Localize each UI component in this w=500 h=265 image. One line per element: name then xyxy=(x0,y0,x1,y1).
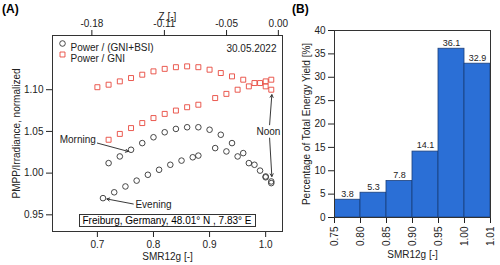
svg-text:35: 35 xyxy=(314,48,326,59)
svg-text:30.05.2022: 30.05.2022 xyxy=(226,43,276,54)
svg-text:15: 15 xyxy=(314,142,326,153)
svg-text:5.3: 5.3 xyxy=(367,182,380,192)
svg-text:0: 0 xyxy=(320,212,326,223)
html-text:(A): (A) xyxy=(2,2,19,16)
svg-text:Percentage of Total Energy Yie: Percentage of Total Energy Yield [%] xyxy=(301,43,312,205)
svg-text:0.75: 0.75 xyxy=(329,226,340,246)
svg-text:0.00: 0.00 xyxy=(269,18,289,29)
svg-text:Z [-]: Z [-] xyxy=(159,11,177,22)
svg-text:SMR12g [-]: SMR12g [-] xyxy=(387,249,438,260)
svg-text:0.90: 0.90 xyxy=(407,226,418,246)
svg-text:0.8: 0.8 xyxy=(147,239,161,250)
svg-text:40: 40 xyxy=(314,25,326,36)
svg-text:1.0: 1.0 xyxy=(259,239,273,250)
svg-text:5: 5 xyxy=(320,188,326,199)
svg-text:1.10: 1.10 xyxy=(24,84,44,95)
svg-text:1.00: 1.00 xyxy=(459,226,470,246)
svg-text:32.9: 32.9 xyxy=(469,53,487,63)
svg-text:7.8: 7.8 xyxy=(393,170,406,180)
svg-text:0.80: 0.80 xyxy=(355,226,366,246)
svg-text:-0.11: -0.11 xyxy=(153,17,176,29)
svg-text:0.95: 0.95 xyxy=(24,209,44,220)
svg-text:Morning: Morning xyxy=(60,134,96,145)
svg-text:-0.18: -0.18 xyxy=(80,18,103,29)
svg-text:1.00: 1.00 xyxy=(24,167,44,178)
svg-text:30: 30 xyxy=(314,71,326,82)
svg-text:1.01: 1.01 xyxy=(485,226,496,246)
svg-text:0.85: 0.85 xyxy=(381,226,392,246)
svg-text:25: 25 xyxy=(314,95,326,106)
svg-text:14.1: 14.1 xyxy=(417,140,435,150)
svg-text:3.8: 3.8 xyxy=(341,189,354,199)
svg-text:SMR12g [-]: SMR12g [-] xyxy=(142,251,193,262)
svg-text:-0.05: -0.05 xyxy=(215,18,238,29)
svg-text:0.9: 0.9 xyxy=(203,239,217,250)
svg-text:Power / GNI: Power / GNI xyxy=(71,53,125,64)
svg-text:1.05: 1.05 xyxy=(24,126,44,137)
html-text:(B): (B) xyxy=(292,2,309,16)
svg-text:20: 20 xyxy=(314,118,326,129)
svg-text:Noon: Noon xyxy=(257,126,281,137)
html-text:Freiburg, Germany, 48.01° N ,: Freiburg, Germany, 48.01° N , 7.83° E xyxy=(82,215,252,226)
svg-text:PMPP/Irradiance, normalized: PMPP/Irradiance, normalized xyxy=(11,68,22,198)
svg-text:Evening: Evening xyxy=(135,199,171,210)
svg-text:36.1: 36.1 xyxy=(443,38,461,48)
svg-text:0.95: 0.95 xyxy=(433,226,444,246)
svg-text:10: 10 xyxy=(314,165,326,176)
svg-text:0.7: 0.7 xyxy=(90,239,104,250)
svg-text:Power / (GNI+BSI): Power / (GNI+BSI) xyxy=(71,42,154,53)
